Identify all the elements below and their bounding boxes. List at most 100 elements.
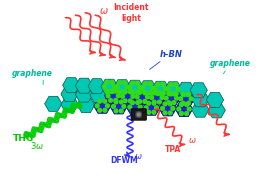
Circle shape bbox=[166, 87, 170, 91]
Circle shape bbox=[146, 95, 149, 99]
Circle shape bbox=[187, 101, 190, 105]
Polygon shape bbox=[126, 100, 144, 115]
Text: THG: THG bbox=[13, 134, 34, 143]
Circle shape bbox=[115, 85, 119, 89]
Circle shape bbox=[169, 83, 173, 87]
Circle shape bbox=[156, 91, 160, 95]
Circle shape bbox=[157, 91, 161, 95]
Polygon shape bbox=[177, 82, 195, 97]
Circle shape bbox=[171, 107, 175, 110]
Text: DFWM: DFWM bbox=[110, 156, 138, 165]
Circle shape bbox=[147, 101, 151, 105]
Polygon shape bbox=[114, 80, 131, 95]
Text: TPA: TPA bbox=[165, 145, 181, 154]
Circle shape bbox=[175, 96, 178, 100]
Circle shape bbox=[114, 109, 118, 113]
Circle shape bbox=[129, 99, 132, 103]
Polygon shape bbox=[134, 89, 151, 105]
Circle shape bbox=[172, 101, 176, 105]
Polygon shape bbox=[139, 81, 156, 96]
Circle shape bbox=[143, 100, 147, 103]
Polygon shape bbox=[192, 102, 209, 117]
Circle shape bbox=[168, 102, 172, 106]
Circle shape bbox=[185, 103, 188, 106]
Text: $\omega$: $\omega$ bbox=[188, 136, 197, 145]
Circle shape bbox=[138, 105, 142, 109]
Circle shape bbox=[112, 105, 115, 108]
Polygon shape bbox=[159, 101, 176, 116]
Polygon shape bbox=[75, 78, 93, 93]
Circle shape bbox=[138, 86, 142, 90]
Polygon shape bbox=[75, 87, 93, 102]
Circle shape bbox=[172, 92, 176, 95]
Circle shape bbox=[136, 90, 140, 94]
Polygon shape bbox=[152, 81, 169, 96]
Polygon shape bbox=[175, 101, 193, 117]
Circle shape bbox=[144, 106, 148, 110]
Circle shape bbox=[177, 87, 180, 91]
FancyBboxPatch shape bbox=[135, 111, 143, 118]
Circle shape bbox=[136, 101, 140, 105]
Polygon shape bbox=[88, 79, 106, 94]
Circle shape bbox=[136, 81, 140, 85]
Circle shape bbox=[105, 80, 109, 84]
Circle shape bbox=[163, 102, 167, 106]
Circle shape bbox=[103, 108, 107, 112]
Circle shape bbox=[135, 95, 139, 99]
Circle shape bbox=[109, 89, 113, 93]
Circle shape bbox=[141, 86, 144, 90]
Circle shape bbox=[189, 97, 193, 101]
Polygon shape bbox=[177, 91, 195, 106]
Circle shape bbox=[155, 106, 158, 110]
Circle shape bbox=[110, 80, 114, 84]
Circle shape bbox=[128, 105, 132, 109]
Polygon shape bbox=[208, 103, 225, 118]
Circle shape bbox=[98, 108, 102, 112]
Circle shape bbox=[114, 100, 118, 104]
Circle shape bbox=[185, 112, 188, 115]
Circle shape bbox=[121, 94, 124, 98]
Circle shape bbox=[123, 90, 127, 94]
Circle shape bbox=[161, 91, 165, 95]
Circle shape bbox=[164, 96, 168, 100]
Circle shape bbox=[128, 86, 132, 90]
Circle shape bbox=[130, 101, 134, 105]
Circle shape bbox=[137, 113, 140, 116]
Circle shape bbox=[123, 99, 127, 103]
Polygon shape bbox=[192, 92, 209, 107]
Circle shape bbox=[131, 94, 135, 98]
Circle shape bbox=[153, 87, 157, 91]
Circle shape bbox=[129, 90, 132, 94]
Polygon shape bbox=[110, 99, 127, 114]
Circle shape bbox=[168, 111, 172, 115]
Polygon shape bbox=[119, 89, 136, 104]
Circle shape bbox=[151, 86, 155, 90]
Circle shape bbox=[164, 87, 168, 91]
Circle shape bbox=[130, 110, 134, 113]
Circle shape bbox=[143, 91, 147, 94]
Polygon shape bbox=[143, 100, 160, 115]
Circle shape bbox=[118, 90, 122, 94]
Circle shape bbox=[161, 82, 165, 86]
Circle shape bbox=[163, 111, 167, 115]
Circle shape bbox=[180, 103, 183, 106]
Circle shape bbox=[114, 98, 118, 102]
Circle shape bbox=[167, 101, 171, 105]
Circle shape bbox=[109, 98, 113, 102]
Circle shape bbox=[177, 107, 181, 111]
Circle shape bbox=[143, 91, 147, 95]
Circle shape bbox=[106, 94, 110, 98]
FancyBboxPatch shape bbox=[131, 109, 146, 120]
Polygon shape bbox=[94, 98, 111, 113]
Circle shape bbox=[147, 110, 151, 114]
Text: graphene: graphene bbox=[210, 59, 250, 68]
Circle shape bbox=[126, 85, 129, 89]
Circle shape bbox=[156, 82, 160, 86]
Circle shape bbox=[102, 85, 106, 89]
Circle shape bbox=[179, 97, 183, 101]
Circle shape bbox=[150, 96, 154, 99]
Circle shape bbox=[119, 109, 123, 113]
Circle shape bbox=[116, 94, 120, 98]
Polygon shape bbox=[61, 87, 78, 101]
Circle shape bbox=[110, 89, 114, 93]
